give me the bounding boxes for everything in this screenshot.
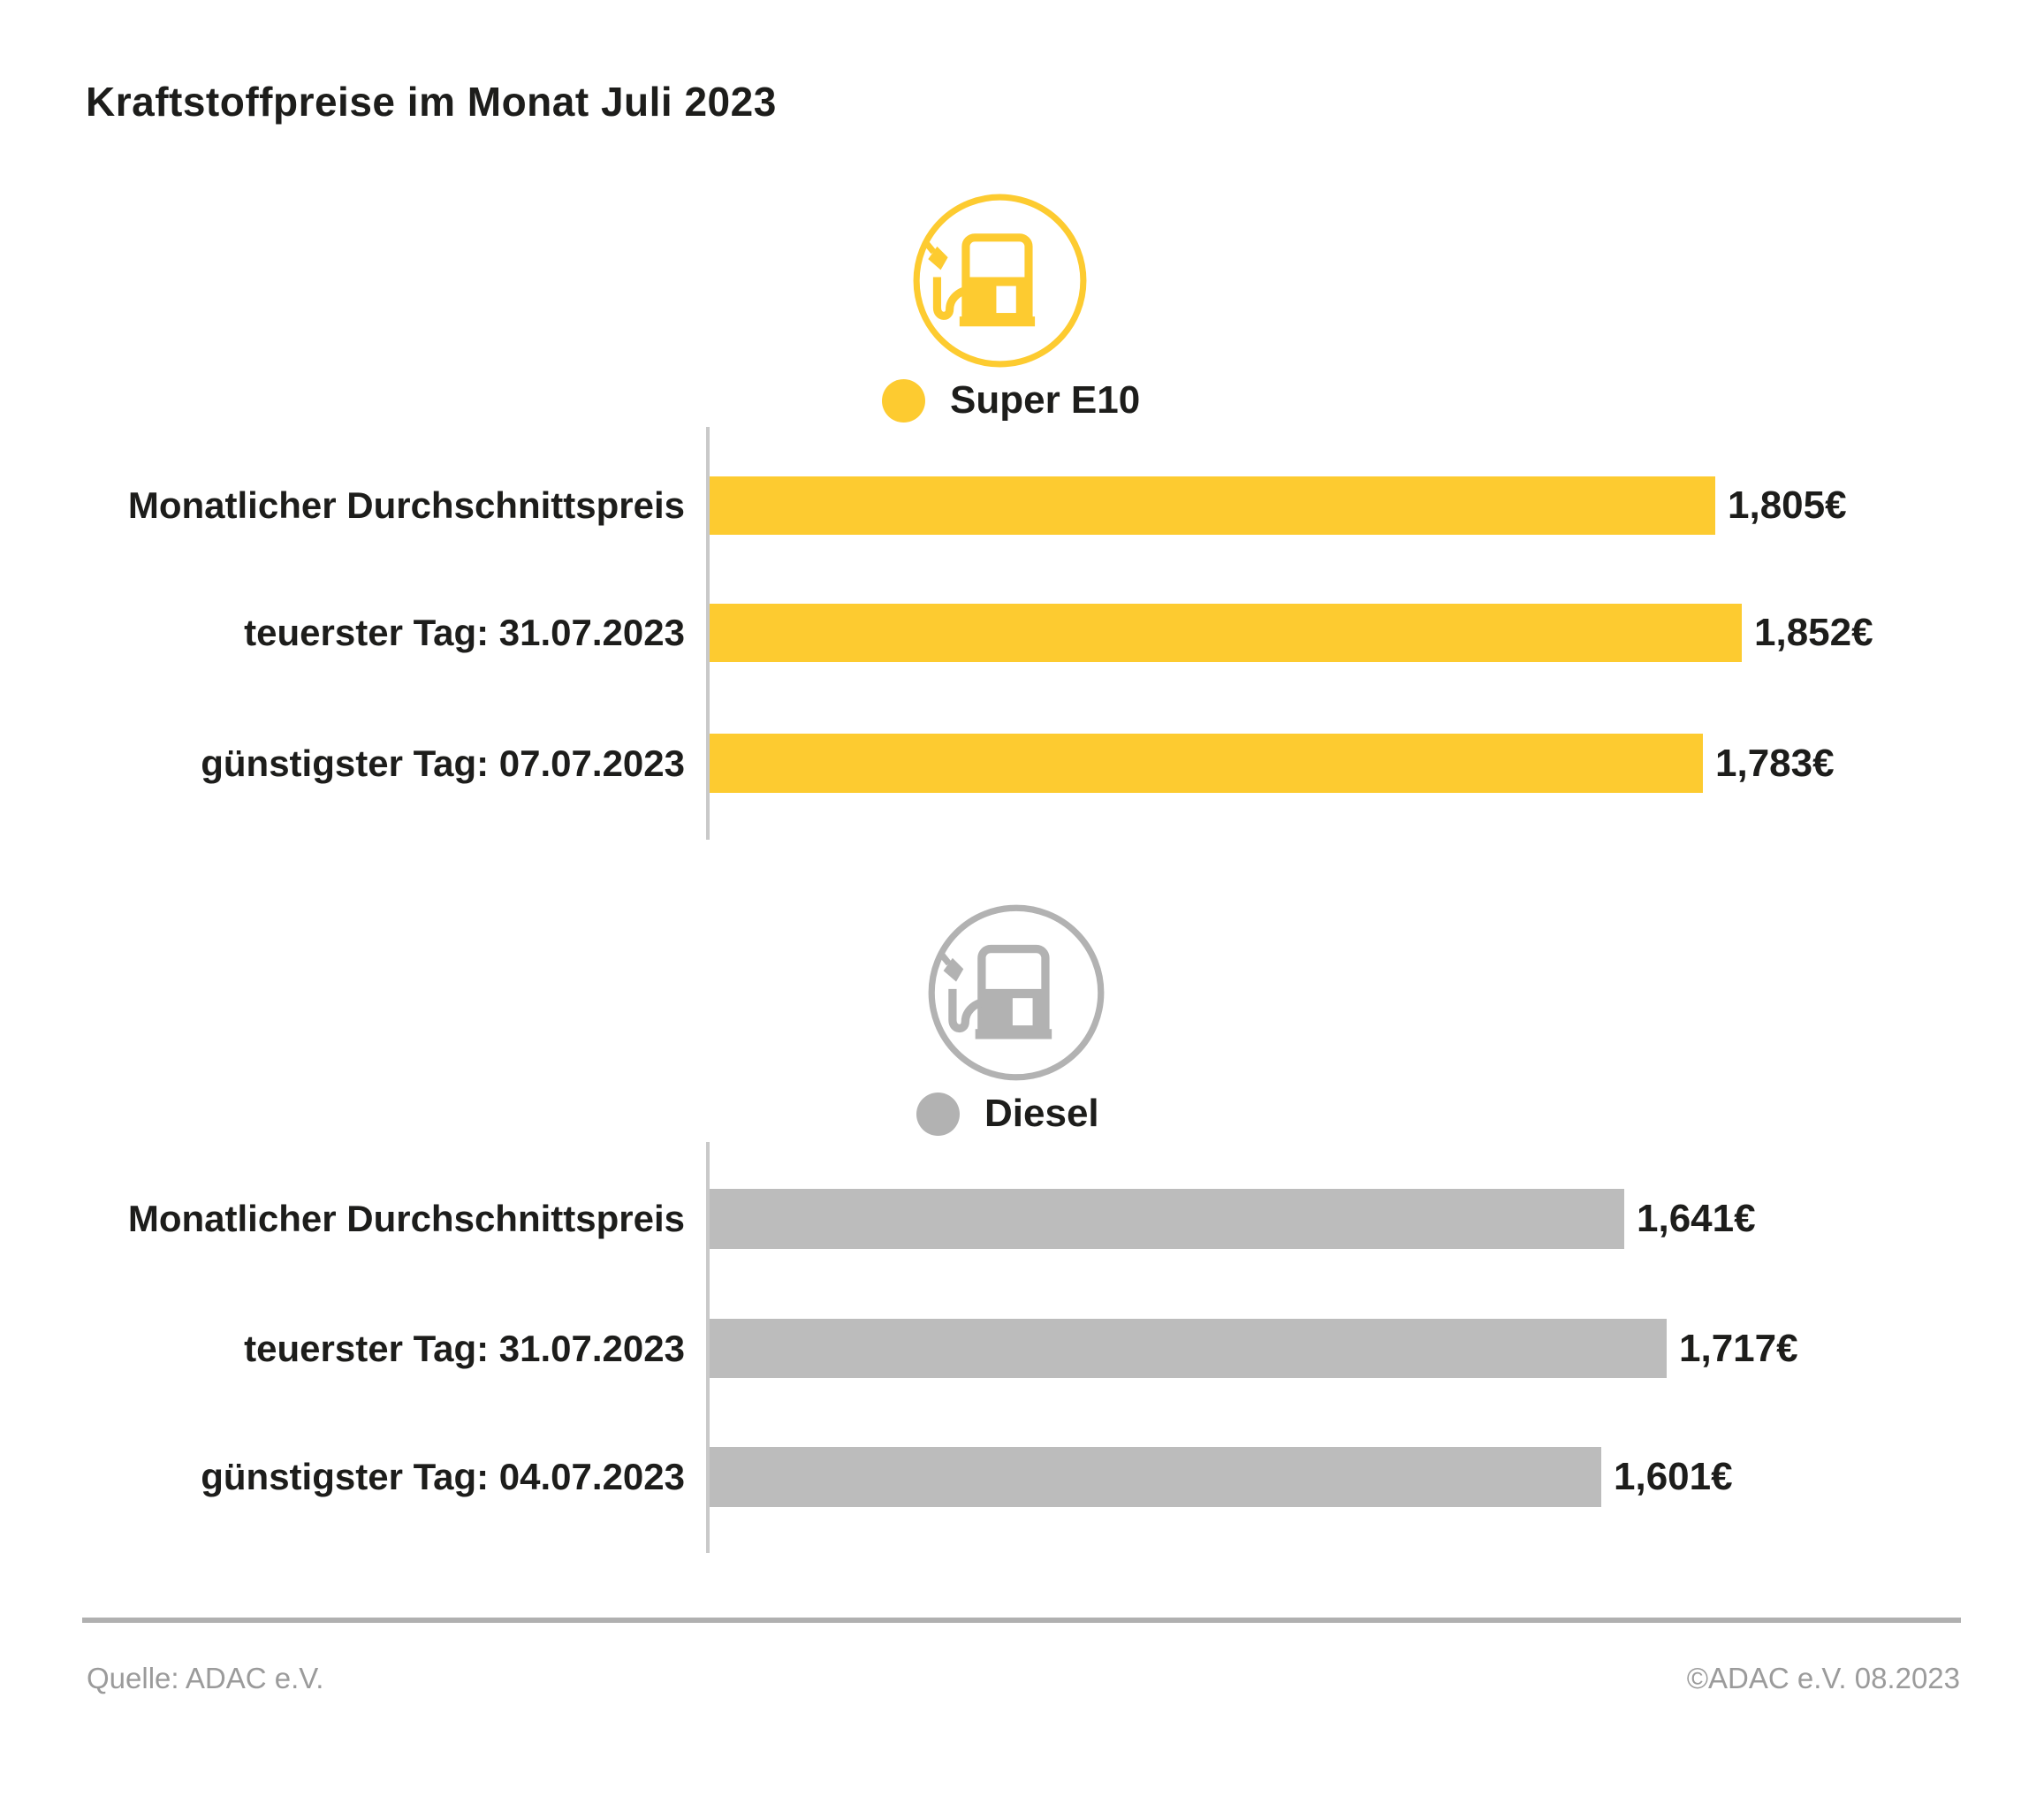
fuel-pump-icon bbox=[925, 902, 1107, 1084]
legend-label-diesel: Diesel bbox=[984, 1092, 1099, 1135]
legend-diesel: Diesel bbox=[916, 1092, 1099, 1136]
axis-line-diesel bbox=[706, 1142, 710, 1553]
fuel-pump-icon bbox=[910, 191, 1090, 370]
legend-dot-diesel bbox=[916, 1092, 960, 1136]
axis-line-super-e10 bbox=[706, 427, 710, 840]
page-title: Kraftstoffpreise im Monat Juli 2023 bbox=[86, 79, 777, 125]
row-label: günstigster Tag: 07.07.2023 bbox=[201, 742, 685, 784]
bar-value-label: 1,717€ bbox=[1679, 1326, 1798, 1370]
bar-super-max bbox=[710, 604, 1742, 662]
bar-value-label: 1,601€ bbox=[1614, 1455, 1733, 1498]
footer-divider bbox=[82, 1618, 1961, 1623]
bar-row-super-max: teuerster Tag: 31.07.2023 1,852€ bbox=[0, 604, 2044, 662]
bar-value-label: 1,641€ bbox=[1637, 1197, 1756, 1240]
legend-label-super-e10: Super E10 bbox=[950, 378, 1141, 422]
row-label: Monatlicher Durchschnittspreis bbox=[127, 484, 685, 526]
bar-row-diesel-max: teuerster Tag: 31.07.2023 1,717€ bbox=[0, 1319, 2044, 1378]
legend-super-e10: Super E10 bbox=[882, 378, 1140, 423]
bar-value-label: 1,805€ bbox=[1728, 483, 1847, 527]
bar-value-label: 1,783€ bbox=[1715, 741, 1835, 785]
bar-super-avg bbox=[710, 476, 1715, 535]
row-label: teuerster Tag: 31.07.2023 bbox=[244, 1327, 685, 1369]
bar-diesel-avg bbox=[710, 1189, 1624, 1249]
row-label: günstigster Tag: 04.07.2023 bbox=[201, 1456, 685, 1497]
footer-copyright: ©ADAC e.V. 08.2023 bbox=[1686, 1662, 1960, 1694]
bar-diesel-min bbox=[710, 1447, 1601, 1507]
bar-diesel-max bbox=[710, 1319, 1667, 1378]
bar-super-min bbox=[710, 734, 1703, 793]
bar-value-label: 1,852€ bbox=[1754, 611, 1873, 654]
row-label: Monatlicher Durchschnittspreis bbox=[127, 1198, 685, 1239]
footer-source: Quelle: ADAC e.V. bbox=[87, 1662, 324, 1694]
bar-row-super-avg: Monatlicher Durchschnittspreis 1,805€ bbox=[0, 476, 2044, 535]
bar-row-super-min: günstigster Tag: 07.07.2023 1,783€ bbox=[0, 734, 2044, 793]
bar-row-diesel-avg: Monatlicher Durchschnittspreis 1,641€ bbox=[0, 1189, 2044, 1249]
row-label: teuerster Tag: 31.07.2023 bbox=[244, 612, 685, 653]
legend-dot-super-e10 bbox=[882, 378, 925, 423]
bar-row-diesel-min: günstigster Tag: 04.07.2023 1,601€ bbox=[0, 1447, 2044, 1507]
